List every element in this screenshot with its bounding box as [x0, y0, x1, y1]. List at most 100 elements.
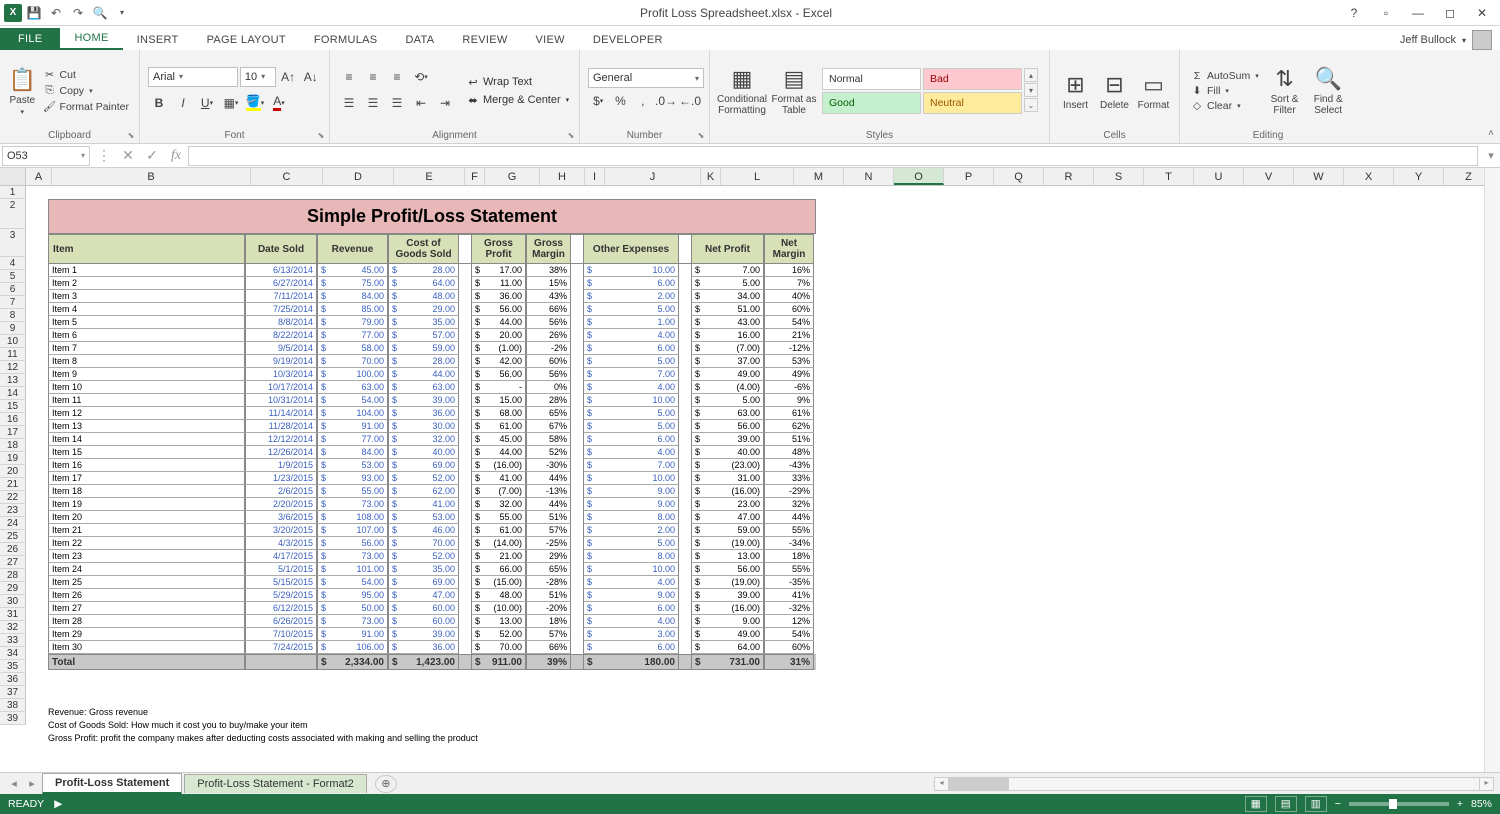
gallery-down-icon[interactable]: ▾ — [1024, 83, 1038, 97]
table-row[interactable]: Item 47/25/2014$85.00$29.00$56.0066%$5.0… — [48, 303, 816, 316]
gallery-more-icon[interactable]: ⌄ — [1024, 98, 1038, 112]
font-color-button[interactable]: A▾ — [268, 93, 290, 113]
col-head-L[interactable]: L — [721, 168, 794, 185]
select-all-corner[interactable] — [0, 168, 26, 185]
tab-data[interactable]: DATA — [391, 30, 448, 50]
formula-input[interactable] — [188, 146, 1478, 166]
sheet-nav-next-icon[interactable]: ▸ — [24, 777, 40, 790]
align-center-icon[interactable]: ☰ — [362, 93, 384, 113]
table-row[interactable]: Item 1211/14/2014$104.00$36.00$68.0065%$… — [48, 407, 816, 420]
table-row[interactable]: Item 16/13/2014$45.00$28.00$17.0038%$10.… — [48, 264, 816, 277]
col-head-P[interactable]: P — [944, 168, 994, 185]
table-row[interactable]: Item 1010/17/2014$63.00$63.00$-0%$4.00$(… — [48, 381, 816, 394]
col-head-G[interactable]: G — [485, 168, 540, 185]
insert-cells-button[interactable]: ⊞Insert — [1058, 54, 1093, 128]
sort-filter-button[interactable]: ⇅Sort & Filter — [1265, 66, 1305, 116]
table-row[interactable]: Item 1110/31/2014$54.00$39.00$15.0028%$1… — [48, 394, 816, 407]
align-bottom-icon[interactable]: ≡ — [386, 67, 408, 87]
font-launcher-icon[interactable]: ⬊ — [315, 129, 327, 141]
increase-decimal-icon[interactable]: .0→ — [655, 91, 677, 111]
tab-insert[interactable]: INSERT — [123, 30, 193, 50]
zoom-out-icon[interactable]: − — [1335, 798, 1341, 810]
col-head-S[interactable]: S — [1094, 168, 1144, 185]
table-row[interactable]: Item 1412/12/2014$77.00$32.00$45.0058%$6… — [48, 433, 816, 446]
col-head-Y[interactable]: Y — [1394, 168, 1444, 185]
table-row[interactable]: Item 265/29/2015$95.00$47.00$48.0051%$9.… — [48, 589, 816, 602]
horizontal-scrollbar[interactable]: ◂ ▸ — [934, 777, 1494, 791]
tab-file[interactable]: FILE — [0, 28, 60, 50]
col-head-N[interactable]: N — [844, 168, 894, 185]
table-row[interactable]: Item 234/17/2015$73.00$52.00$21.0029%$8.… — [48, 550, 816, 563]
clipboard-launcher-icon[interactable]: ⬊ — [125, 129, 137, 141]
wrap-text-button[interactable]: ↩Wrap Text — [464, 75, 571, 90]
table-row[interactable]: Item 203/6/2015$108.00$53.00$55.0051%$8.… — [48, 511, 816, 524]
sheet-nav-prev-icon[interactable]: ◂ — [6, 777, 22, 790]
sheet-tab-1[interactable]: Profit-Loss Statement — [42, 773, 182, 794]
name-box[interactable]: O53▾ — [2, 146, 90, 166]
enter-icon[interactable]: ✓ — [140, 146, 164, 166]
page-break-view-icon[interactable]: ▥ — [1305, 796, 1327, 812]
find-select-button[interactable]: 🔍Find & Select — [1308, 66, 1348, 116]
table-row[interactable]: Item 297/10/2015$91.00$39.00$52.0057%$3.… — [48, 628, 816, 641]
table-row[interactable]: Item 192/20/2015$73.00$41.00$32.0044%$9.… — [48, 498, 816, 511]
col-head-K[interactable]: K — [701, 168, 721, 185]
decrease-indent-icon[interactable]: ⇤ — [410, 93, 432, 113]
table-row[interactable]: Item 26/27/2014$75.00$64.00$11.0015%$6.0… — [48, 277, 816, 290]
table-row[interactable]: Item 89/19/2014$70.00$28.00$42.0060%$5.0… — [48, 355, 816, 368]
col-head-I[interactable]: I — [585, 168, 605, 185]
help-icon[interactable]: ? — [1340, 3, 1368, 23]
table-row[interactable]: Item 307/24/2015$106.00$36.00$70.0066%$6… — [48, 641, 816, 654]
italic-button[interactable]: I — [172, 93, 194, 113]
table-row[interactable]: Item 286/26/2015$73.00$60.00$13.0018%$4.… — [48, 615, 816, 628]
page-layout-view-icon[interactable]: ▤ — [1275, 796, 1297, 812]
format-cells-button[interactable]: ▭Format — [1136, 54, 1171, 128]
table-row[interactable]: Item 79/5/2014$58.00$59.00$(1.00)-2%$6.0… — [48, 342, 816, 355]
format-as-table-button[interactable]: ▤Format as Table — [770, 66, 818, 116]
col-head-O[interactable]: O — [894, 168, 944, 185]
table-row[interactable]: Item 213/20/2015$107.00$46.00$61.0057%$2… — [48, 524, 816, 537]
decrease-font-icon[interactable]: A↓ — [300, 67, 321, 87]
decrease-decimal-icon[interactable]: ←.0 — [679, 91, 701, 111]
tab-review[interactable]: REVIEW — [448, 30, 521, 50]
font-size-combo[interactable]: 10▾ — [240, 67, 276, 87]
table-row[interactable]: Item 68/22/2014$77.00$57.00$20.0026%$4.0… — [48, 329, 816, 342]
cancel-icon[interactable]: ✕ — [116, 146, 140, 166]
col-head-D[interactable]: D — [323, 168, 394, 185]
tab-page-layout[interactable]: PAGE LAYOUT — [193, 30, 300, 50]
cell-styles-gallery[interactable]: Normal Bad Good Neutral — [822, 68, 1022, 114]
comma-format-icon[interactable]: , — [633, 91, 653, 111]
table-row[interactable]: Item 1311/28/2014$91.00$30.00$61.0067%$5… — [48, 420, 816, 433]
conditional-formatting-button[interactable]: ▦Conditional Formatting — [718, 66, 766, 116]
copy-button[interactable]: ⎘Copy▾ — [41, 83, 131, 98]
orientation-icon[interactable]: ⟲▾ — [410, 67, 432, 87]
underline-button[interactable]: U▾ — [196, 93, 218, 113]
table-row[interactable]: Item 171/23/2015$93.00$52.00$41.0044%$10… — [48, 472, 816, 485]
macro-record-icon[interactable]: ▶ — [54, 798, 62, 810]
autosum-button[interactable]: ΣAutoSum▾ — [1188, 69, 1261, 83]
alignment-launcher-icon[interactable]: ⬊ — [565, 129, 577, 141]
tab-home[interactable]: HOME — [60, 28, 122, 50]
user-label[interactable]: Jeff Bullock ▾ — [1400, 30, 1492, 50]
table-row[interactable]: Item 161/9/2015$53.00$69.00$(16.00)-30%$… — [48, 459, 816, 472]
align-top-icon[interactable]: ≡ — [338, 67, 360, 87]
zoom-slider[interactable] — [1349, 802, 1449, 806]
font-name-combo[interactable]: Arial▾ — [148, 67, 238, 87]
format-painter-button[interactable]: 🖌Format Painter — [41, 99, 131, 114]
number-format-combo[interactable]: General▾ — [588, 68, 704, 88]
col-head-B[interactable]: B — [52, 168, 251, 185]
table-row[interactable]: Item 255/15/2015$54.00$69.00$(15.00)-28%… — [48, 576, 816, 589]
col-head-R[interactable]: R — [1044, 168, 1094, 185]
align-middle-icon[interactable]: ≡ — [362, 67, 384, 87]
vertical-scrollbar[interactable] — [1484, 168, 1500, 776]
sheet-tab-2[interactable]: Profit-Loss Statement - Format2 — [184, 774, 367, 793]
style-bad[interactable]: Bad — [923, 68, 1022, 90]
table-row[interactable]: Item 276/12/2015$50.00$60.00$(10.00)-20%… — [48, 602, 816, 615]
preview-icon[interactable]: 🔍 — [90, 3, 110, 23]
bold-button[interactable]: B — [148, 93, 170, 113]
number-launcher-icon[interactable]: ⬊ — [695, 129, 707, 141]
gallery-up-icon[interactable]: ▴ — [1024, 68, 1038, 82]
zoom-level[interactable]: 85% — [1471, 798, 1492, 810]
increase-indent-icon[interactable]: ⇥ — [434, 93, 456, 113]
delete-cells-button[interactable]: ⊟Delete — [1097, 54, 1132, 128]
clear-button[interactable]: ◇Clear▾ — [1188, 99, 1261, 113]
